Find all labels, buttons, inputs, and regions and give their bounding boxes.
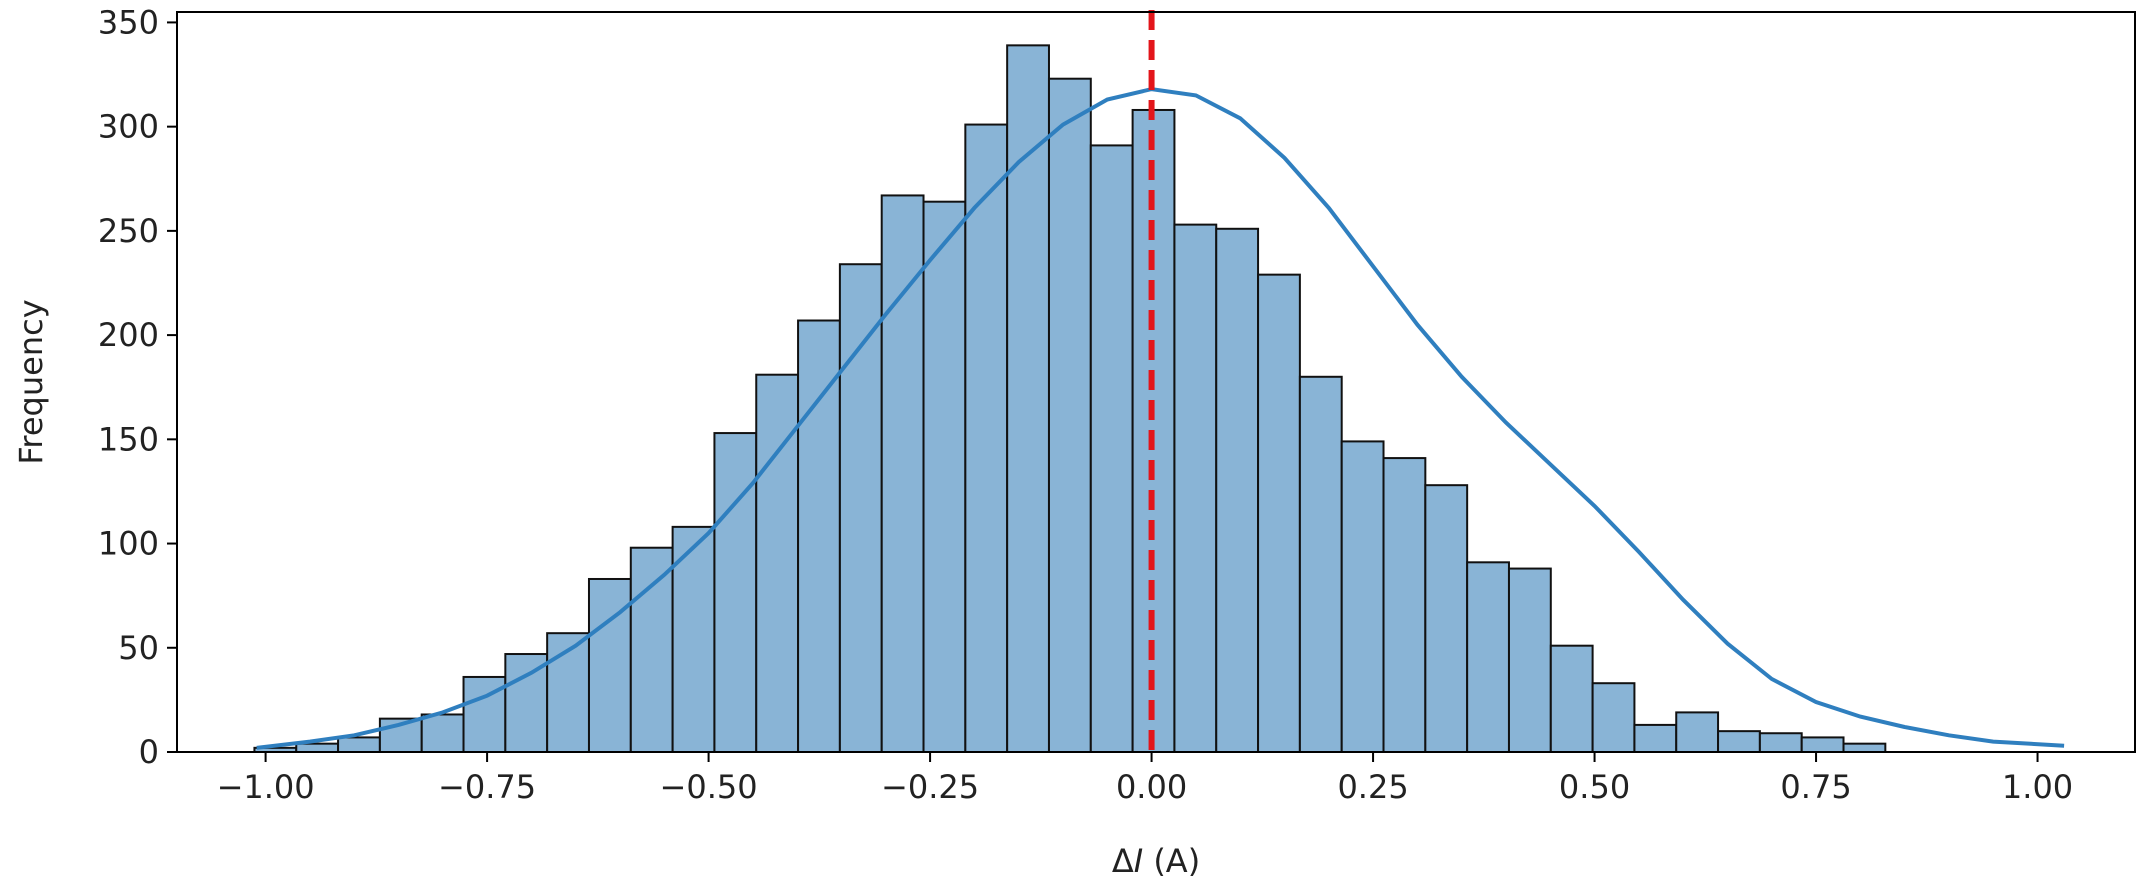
y-tick-label: 0 xyxy=(139,733,159,771)
x-tick-label: 0.50 xyxy=(1559,768,1630,806)
histogram-bar xyxy=(420,713,465,754)
histogram-bar xyxy=(964,123,1009,754)
y-tick-label: 100 xyxy=(98,525,159,563)
x-tick-label: −0.50 xyxy=(660,768,758,806)
histogram-bar xyxy=(1758,732,1803,754)
histogram-bar xyxy=(1257,273,1301,753)
x-tick-label: 0.00 xyxy=(1116,768,1187,806)
y-tick-label: 50 xyxy=(118,629,159,667)
x-tick-label: 0.25 xyxy=(1337,768,1408,806)
y-tick-label: 200 xyxy=(98,316,159,354)
histogram-bar xyxy=(1424,484,1469,753)
y-axis-label: Frequency xyxy=(12,299,50,464)
x-axis-label: ΔI (A) xyxy=(1112,842,1200,880)
y-tick-label: 350 xyxy=(98,3,159,41)
histogram-bar xyxy=(1047,77,1092,753)
histogram-bar xyxy=(1298,375,1343,753)
histogram-bar xyxy=(1507,567,1552,753)
plot-frame xyxy=(176,11,2136,753)
histogram-bars xyxy=(253,44,1887,754)
histogram-bar xyxy=(337,736,381,753)
x-tick-label: 0.75 xyxy=(1780,768,1851,806)
y-tick-label: 150 xyxy=(98,420,159,458)
y-tick-label: 300 xyxy=(98,108,159,146)
histogram-bar xyxy=(1675,711,1720,753)
histogram-bar xyxy=(880,194,925,753)
histogram-bar xyxy=(922,200,967,754)
x-tick-label: −0.25 xyxy=(881,768,979,806)
y-tick-label: 250 xyxy=(98,212,159,250)
histogram-bar xyxy=(713,432,758,753)
histogram-bar xyxy=(1549,644,1594,753)
x-tick-label: −0.75 xyxy=(438,768,536,806)
x-tick-label: 1.00 xyxy=(2002,768,2073,806)
histogram-bar xyxy=(1382,457,1427,753)
histogram-bar xyxy=(1466,561,1510,754)
histogram-bar xyxy=(1006,44,1050,753)
histogram-bar xyxy=(1800,736,1845,753)
histogram-bar xyxy=(1591,682,1636,753)
histogram-bar xyxy=(1842,742,1887,754)
histogram-bar xyxy=(1340,440,1385,753)
histogram-bar xyxy=(1173,223,1218,754)
histogram-bar xyxy=(587,577,632,753)
histogram-bar xyxy=(1089,144,1134,753)
x-axis-ticks: −1.00 −0.75 −0.50 −0.25 0.00 0.25 0.50 0.75 1.00 xyxy=(217,752,2073,806)
histogram-bar xyxy=(1633,723,1678,754)
histogram-bar xyxy=(797,319,841,753)
x-tick-label: −1.00 xyxy=(217,768,315,806)
histogram-bar xyxy=(1717,730,1761,753)
histogram-bar xyxy=(1215,227,1260,753)
histogram-bar xyxy=(295,742,340,754)
histogram-bar xyxy=(838,263,883,753)
histogram-bar xyxy=(629,546,674,754)
y-axis-ticks: 0 50 100 150 200 250 300 350 xyxy=(98,3,177,771)
